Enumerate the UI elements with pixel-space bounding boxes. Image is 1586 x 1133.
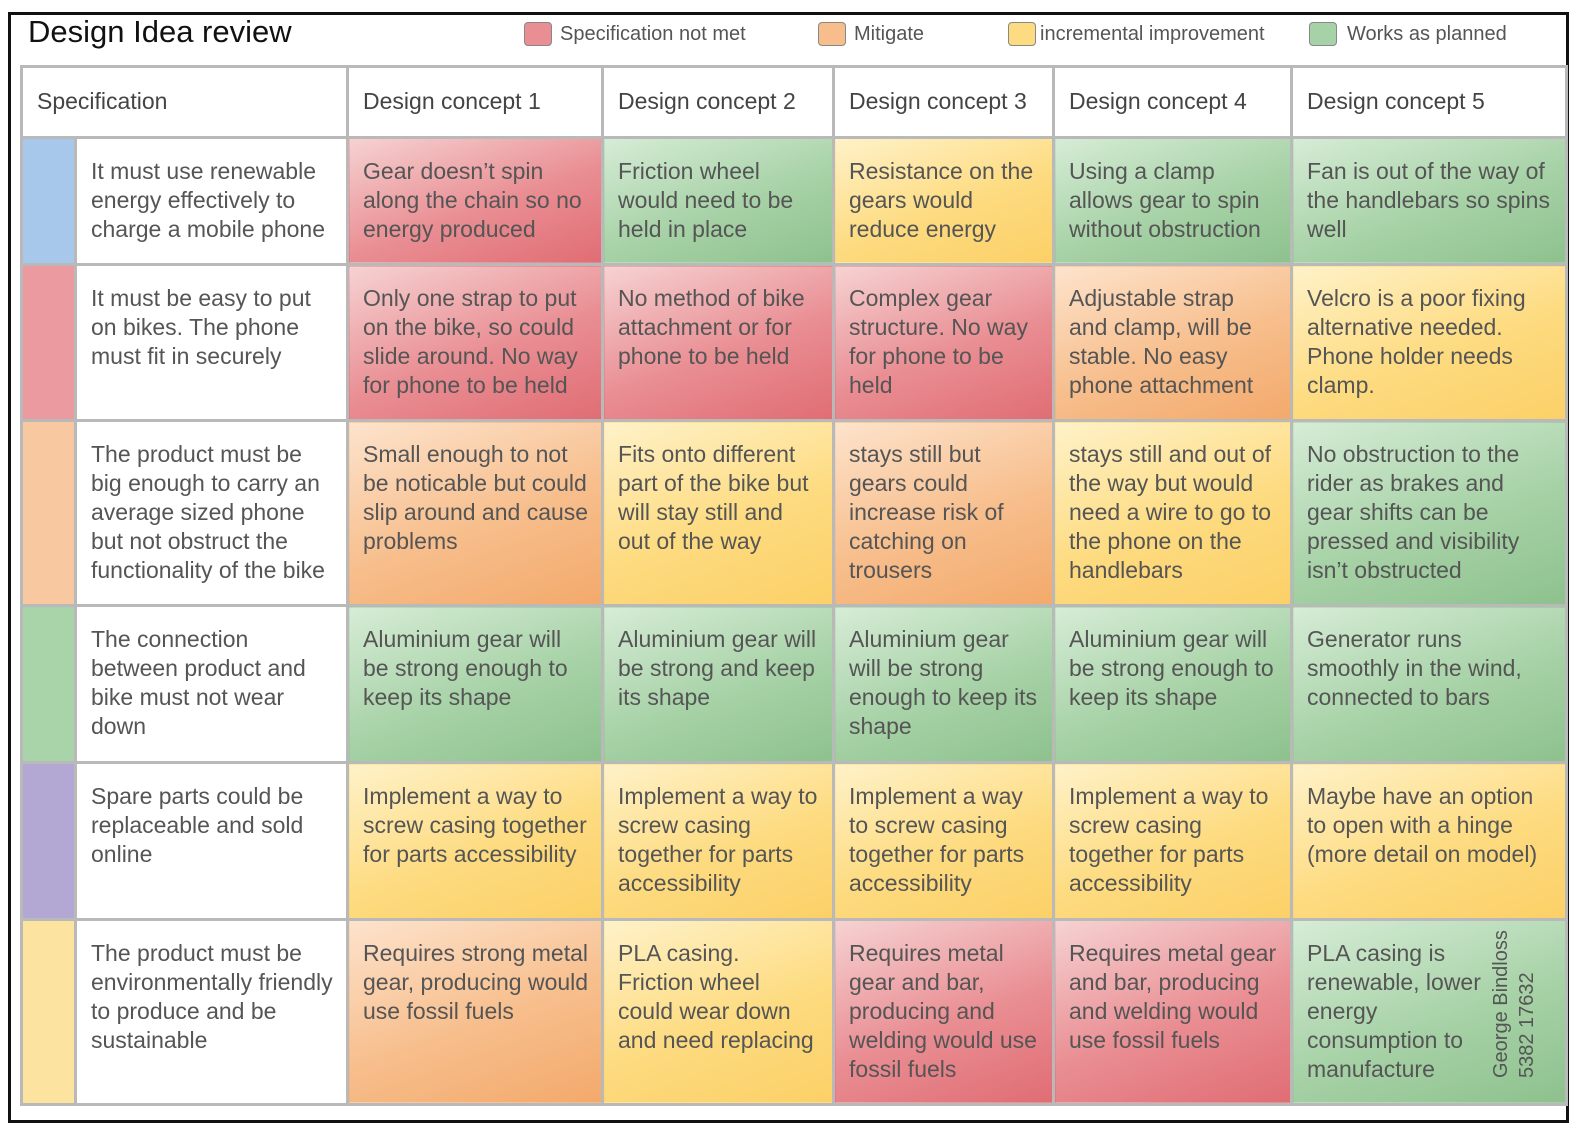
spec-cell: The product must be big enough to carry … bbox=[73, 419, 350, 608]
concept-cell: No method of bike attachment or for phon… bbox=[601, 263, 836, 423]
concept-cell: Resistance on the gears would reduce ene… bbox=[832, 135, 1056, 267]
row-color-bar bbox=[20, 419, 77, 608]
concept-cell: Adjustable strap and clamp, will be stab… bbox=[1052, 263, 1294, 423]
author-signature: George Bindloss 5382 17632 bbox=[1488, 920, 1548, 1080]
concept-cell: Fits onto different part of the bike but… bbox=[601, 419, 836, 608]
concept-cell: No obstruction to the rider as brakes an… bbox=[1290, 419, 1569, 608]
concept-cell: Aluminium gear will be strong and keep i… bbox=[601, 604, 836, 765]
spec-cell: The connection between product and bike … bbox=[73, 604, 350, 765]
header-concept-2: Design concept 2 bbox=[601, 65, 836, 139]
legend-label: incremental improvement bbox=[1040, 22, 1265, 45]
concept-cell: stays still and out of the way but would… bbox=[1052, 419, 1294, 608]
concept-cell: Using a clamp allows gear to spin withou… bbox=[1052, 135, 1294, 267]
concept-cell: Gear doesn’t spin along the chain so no … bbox=[346, 135, 605, 267]
legend-item-works: Works as planned bbox=[1309, 19, 1507, 49]
concept-cell: Small enough to not be noticable but cou… bbox=[346, 419, 605, 608]
legend-swatch-yellow bbox=[1008, 22, 1036, 46]
review-table: Specification Design concept 1 Design co… bbox=[19, 65, 1569, 1107]
concept-cell: Only one strap to put on the bike, so co… bbox=[346, 263, 605, 423]
row-color-bar bbox=[20, 263, 77, 423]
spec-cell: It must be easy to put on bikes. The pho… bbox=[73, 263, 350, 423]
table-row: It must be easy to put on bikes. The pho… bbox=[20, 263, 1569, 423]
header-row: Specification Design concept 1 Design co… bbox=[19, 65, 1569, 139]
spec-cell: It must use renewable energy effectively… bbox=[73, 135, 350, 267]
spec-cell: The product must be environmentally frie… bbox=[73, 917, 350, 1107]
spec-cell: Spare parts could be replaceable and sol… bbox=[73, 761, 350, 921]
author-name: George Bindloss bbox=[1490, 930, 1512, 1078]
legend-label: Works as planned bbox=[1347, 22, 1507, 45]
author-id: 5382 17632 bbox=[1516, 972, 1538, 1078]
concept-cell: Implement a way to screw casing together… bbox=[1052, 761, 1294, 921]
concept-cell: Requires strong metal gear, producing wo… bbox=[346, 917, 605, 1107]
page-title: Design Idea review bbox=[28, 14, 292, 49]
table-row: The product must be big enough to carry … bbox=[20, 419, 1569, 608]
concept-cell: Complex gear structure. No way for phone… bbox=[832, 263, 1056, 423]
concept-cell: Fan is out of the way of the handlebars … bbox=[1290, 135, 1569, 267]
review-table-wrapper: Specification Design concept 1 Design co… bbox=[19, 65, 1569, 1107]
concept-cell: PLA casing is renewable, lower energy co… bbox=[1290, 917, 1569, 1107]
legend-item-incremental: incremental improvement bbox=[1008, 19, 1265, 49]
table-row: The product must be environmentally frie… bbox=[20, 917, 1569, 1107]
row-color-bar bbox=[20, 604, 77, 765]
legend-item-mitigate: Mitigate bbox=[818, 19, 924, 49]
legend-label: Specification not met bbox=[560, 22, 746, 45]
concept-cell: Aluminium gear will be strong enough to … bbox=[832, 604, 1056, 765]
concept-cell: Requires metal gear and bar, producing a… bbox=[832, 917, 1056, 1107]
concept-cell: Friction wheel would need to be held in … bbox=[601, 135, 836, 267]
concept-cell: PLA casing. Friction wheel could wear do… bbox=[601, 917, 836, 1107]
legend-label: Mitigate bbox=[854, 22, 925, 45]
header-specification: Specification bbox=[19, 65, 350, 139]
concept-cell: Implement a way to screw casing together… bbox=[346, 761, 605, 921]
header-concept-3: Design concept 3 bbox=[832, 65, 1056, 139]
concept-cell: Requires metal gear and bar, producing a… bbox=[1052, 917, 1294, 1107]
header-concept-5: Design concept 5 bbox=[1290, 65, 1569, 139]
table-row: It must use renewable energy effectively… bbox=[20, 135, 1569, 267]
concept-cell: Implement a way to screw casing together… bbox=[832, 761, 1056, 921]
table-row: Spare parts could be replaceable and sol… bbox=[20, 761, 1569, 921]
row-color-bar bbox=[20, 917, 77, 1107]
concept-cell: Generator runs smoothly in the wind, con… bbox=[1290, 604, 1569, 765]
legend-item-spec-not-met: Specification not met bbox=[524, 19, 746, 49]
concept-cell: stays still but gears could increase ris… bbox=[832, 419, 1056, 608]
legend-swatch-red bbox=[524, 22, 552, 46]
row-color-bar bbox=[20, 761, 77, 921]
page-frame bbox=[8, 12, 1569, 1123]
legend-swatch-green bbox=[1309, 22, 1337, 46]
legend-swatch-orange bbox=[818, 22, 846, 46]
concept-cell: Implement a way to screw casing together… bbox=[601, 761, 836, 921]
concept-cell: Aluminium gear will be strong enough to … bbox=[346, 604, 605, 765]
header-concept-1: Design concept 1 bbox=[346, 65, 605, 139]
concept-cell: Maybe have an option to open with a hing… bbox=[1290, 761, 1569, 921]
row-color-bar bbox=[20, 135, 77, 267]
header-concept-4: Design concept 4 bbox=[1052, 65, 1294, 139]
concept-cell: Aluminium gear will be strong enough to … bbox=[1052, 604, 1294, 765]
table-row: The connection between product and bike … bbox=[20, 604, 1569, 765]
concept-cell: Velcro is a poor fixing alternative need… bbox=[1290, 263, 1569, 423]
